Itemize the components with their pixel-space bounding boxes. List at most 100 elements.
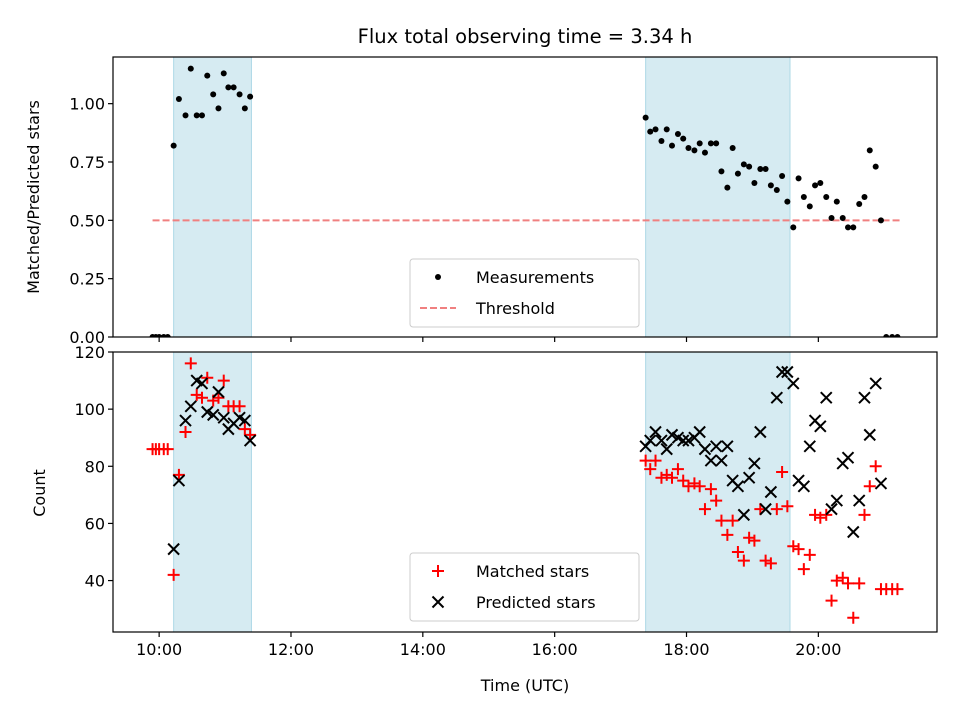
measurements-point bbox=[812, 182, 819, 189]
predicted-stars-point bbox=[649, 425, 662, 439]
matched-stars-point bbox=[847, 611, 860, 624]
measurements-point bbox=[230, 84, 237, 91]
measurements-point bbox=[790, 224, 797, 231]
measurements-point bbox=[658, 138, 665, 144]
measurements-point bbox=[647, 128, 654, 135]
measurements-point bbox=[800, 194, 807, 200]
measurements-point bbox=[642, 114, 649, 121]
measurements-point bbox=[762, 166, 769, 172]
measurements-point bbox=[773, 187, 780, 193]
matched-stars-point bbox=[167, 568, 180, 581]
matched-stars-point bbox=[726, 514, 739, 527]
predicted-stars-point bbox=[820, 391, 833, 404]
matched-stars-point bbox=[787, 540, 800, 553]
predicted-stars-point bbox=[841, 451, 855, 464]
observing-window-shade bbox=[173, 56, 252, 338]
y-tick-label: 120 bbox=[74, 343, 105, 362]
bottom-panel: 40 60 80 100 120 10:00 12:00 14:00 16:00 18:00 20:… bbox=[74, 343, 938, 659]
y-tick-label: 0.25 bbox=[69, 270, 105, 289]
matched-stars-point bbox=[688, 477, 701, 490]
matched-stars-point bbox=[238, 423, 251, 436]
predicted-stars-point bbox=[704, 454, 718, 467]
predicted-stars-point bbox=[698, 442, 712, 456]
matched-stars-point bbox=[161, 443, 174, 456]
measurements-point bbox=[187, 65, 194, 72]
predicted-stars-point bbox=[179, 414, 192, 427]
measurements-point bbox=[241, 105, 248, 112]
x-tick-label: 20:00 bbox=[795, 640, 841, 659]
legend-marker bbox=[432, 565, 444, 577]
matched-stars-point bbox=[233, 400, 246, 413]
matched-stars-point bbox=[809, 508, 822, 521]
y-tick-label: 0.50 bbox=[69, 211, 105, 230]
axes-frame bbox=[112, 56, 938, 338]
matched-stars-point bbox=[649, 454, 662, 467]
measurements-point bbox=[856, 201, 863, 207]
measurements-point bbox=[740, 161, 747, 168]
measurements-point bbox=[839, 215, 846, 221]
measurements-point bbox=[724, 184, 731, 191]
measurements-point bbox=[156, 334, 163, 337]
legend-label: Predicted stars bbox=[476, 593, 596, 612]
matched-stars-point bbox=[830, 574, 843, 587]
measurements-point bbox=[170, 142, 177, 149]
predicted-stars-point bbox=[759, 502, 772, 516]
y-tick-label: 0.00 bbox=[69, 328, 105, 347]
legend-label: Matched stars bbox=[476, 562, 589, 581]
predicted-stars-point bbox=[814, 420, 827, 433]
measurements-point bbox=[707, 140, 714, 147]
measurements-point bbox=[817, 180, 824, 186]
measurements-point bbox=[175, 96, 182, 102]
matched-stars-point bbox=[704, 483, 717, 496]
predicted-stars-point bbox=[693, 425, 706, 439]
measurements-point bbox=[729, 145, 736, 151]
matched-stars-point bbox=[776, 466, 789, 478]
measurements-point bbox=[828, 215, 835, 221]
measurements-point bbox=[669, 142, 676, 149]
axes-frame bbox=[112, 351, 938, 633]
measurements-point bbox=[767, 182, 774, 189]
top-panel: 0.00 0.25 0.50 0.75 1.00 Measurements Threshol… bbox=[69, 56, 938, 347]
predicted-stars-point bbox=[172, 474, 186, 487]
measurements-point bbox=[193, 112, 200, 119]
predicted-stars-point bbox=[238, 414, 252, 427]
predicted-stars-point bbox=[754, 425, 767, 439]
y-tick-label: 80 bbox=[85, 457, 105, 476]
measurements-point bbox=[652, 126, 659, 133]
predicted-stars-point bbox=[742, 471, 756, 484]
measurements-point bbox=[845, 224, 852, 231]
y-tick-label: 60 bbox=[85, 514, 105, 533]
predicted-stars-point bbox=[217, 411, 230, 424]
measurements-point bbox=[877, 217, 884, 224]
measurements-point bbox=[861, 194, 868, 200]
matched-stars-point bbox=[244, 428, 257, 441]
measurements-point bbox=[872, 163, 879, 170]
matched-stars-point bbox=[797, 563, 810, 576]
matched-stars-point bbox=[792, 543, 805, 556]
measurements-point bbox=[204, 72, 211, 79]
measurements-point bbox=[691, 147, 698, 154]
predicted-stars-point bbox=[770, 391, 784, 404]
measurements-point bbox=[685, 145, 692, 151]
predicted-stars-point bbox=[731, 480, 745, 493]
matched-stars-point bbox=[731, 546, 744, 558]
measurements-point bbox=[866, 147, 873, 154]
matched-stars-point bbox=[184, 357, 197, 370]
matched-stars-point bbox=[693, 480, 706, 493]
predicted-stars-point bbox=[243, 434, 257, 447]
predicted-stars-point bbox=[206, 408, 220, 422]
predicted-stars-point bbox=[665, 428, 679, 442]
chart-title: Flux total observing time = 3.34 h bbox=[358, 25, 693, 48]
measurements-point bbox=[164, 334, 171, 337]
matched-stars-point bbox=[698, 503, 711, 516]
measurements-point bbox=[663, 126, 670, 133]
matched-stars-point bbox=[172, 468, 185, 481]
matched-stars-point bbox=[660, 468, 673, 481]
y-tick-label: 100 bbox=[74, 400, 105, 419]
predicted-stars-point bbox=[737, 508, 751, 522]
predicted-stars-point bbox=[748, 457, 761, 470]
measurements-point bbox=[696, 140, 703, 147]
measurements-point bbox=[850, 224, 857, 231]
x-tick-label: 10:00 bbox=[136, 640, 182, 659]
predicted-stars-point bbox=[764, 485, 778, 499]
